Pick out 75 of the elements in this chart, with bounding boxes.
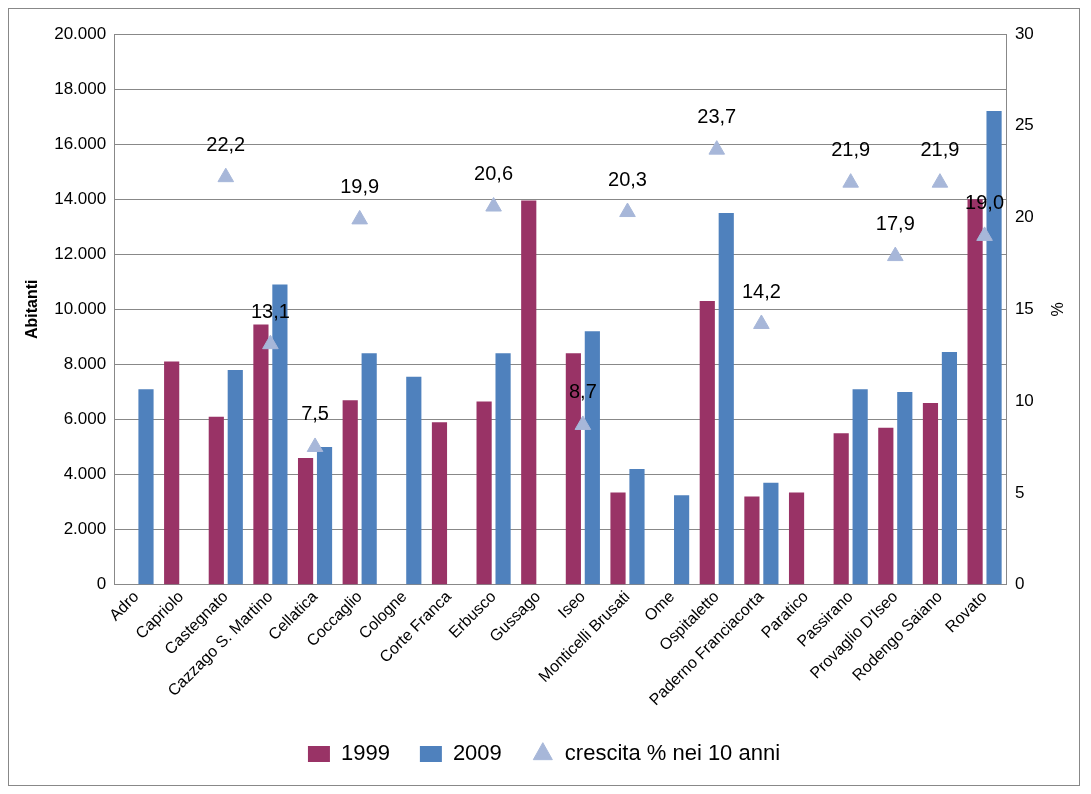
bar [521, 200, 537, 585]
point [931, 173, 949, 188]
y2-tick-label: 30 [1014, 23, 1034, 43]
point [887, 246, 904, 262]
bar [406, 376, 422, 585]
bar [138, 389, 154, 585]
data-label: 21,9 [831, 138, 871, 161]
bar [495, 353, 511, 585]
data-label: 7,5 [301, 402, 329, 425]
y-tick-label: 6.000 [63, 409, 107, 429]
bar [922, 402, 939, 585]
y2-axis-title: % [1047, 302, 1065, 317]
bar [897, 391, 913, 585]
y-tick-label: 10.000 [54, 299, 107, 318]
y-axis-title: Abitanti [23, 279, 41, 340]
y2-tick-label: 15 [1014, 299, 1034, 318]
legend-label: 1999 [340, 740, 390, 766]
y-tick-label: 16.000 [54, 133, 107, 153]
data-label: 17,9 [875, 211, 915, 234]
y-tick-label: 20.000 [54, 23, 107, 43]
bar [316, 446, 333, 585]
data-label: 20,6 [474, 162, 514, 185]
point [753, 314, 770, 329]
y-tick-label: 12.000 [54, 243, 107, 263]
data-label: 19,9 [340, 174, 380, 197]
bar [763, 482, 779, 585]
bar [833, 433, 849, 585]
bar [253, 324, 269, 585]
y2-tick-label: 20 [1014, 207, 1034, 227]
y2-tick-label: 5 [1014, 482, 1025, 502]
point [708, 140, 726, 155]
point [306, 437, 324, 452]
bar [342, 400, 358, 585]
x-tick-label: Iseo [554, 587, 589, 622]
bar [629, 469, 645, 585]
bar [208, 416, 224, 585]
y-tick-label: 14.000 [54, 188, 107, 208]
bar [164, 361, 180, 585]
data-label: 14,2 [741, 279, 781, 302]
legend-label: 2009 [452, 740, 502, 766]
y-tick-label: 0 [96, 574, 107, 594]
data-label: 22,2 [206, 132, 246, 155]
point [217, 167, 235, 183]
bar [941, 351, 958, 585]
y-tick-label: 2.000 [63, 519, 107, 539]
point [262, 334, 279, 350]
data-label: 21,9 [920, 138, 960, 161]
bar [788, 492, 805, 585]
data-label: 23,7 [697, 105, 737, 128]
bar [852, 389, 868, 585]
bar [878, 427, 894, 585]
bar [227, 369, 243, 585]
point [485, 197, 502, 212]
bar [699, 301, 715, 585]
bar [718, 212, 734, 585]
point [574, 415, 592, 430]
bar [431, 422, 448, 585]
point [351, 209, 368, 225]
bar [297, 457, 314, 585]
point [619, 202, 636, 218]
y2-tick-label: 0 [1014, 574, 1025, 594]
bar [476, 401, 492, 585]
data-label: 20,3 [608, 167, 647, 190]
y2-tick-label: 25 [1014, 115, 1034, 135]
bar [361, 353, 377, 585]
bar [674, 495, 690, 585]
y-tick-label: 18.000 [54, 78, 107, 98]
legend-label: crescita % nei 10 anni [564, 740, 781, 766]
bar [744, 496, 760, 585]
point [976, 226, 993, 241]
y-tick-label: 4.000 [63, 464, 107, 484]
point [842, 173, 859, 188]
y2-tick-label: 10 [1014, 390, 1034, 410]
bar [610, 492, 626, 585]
y-tick-label: 8.000 [63, 354, 107, 374]
